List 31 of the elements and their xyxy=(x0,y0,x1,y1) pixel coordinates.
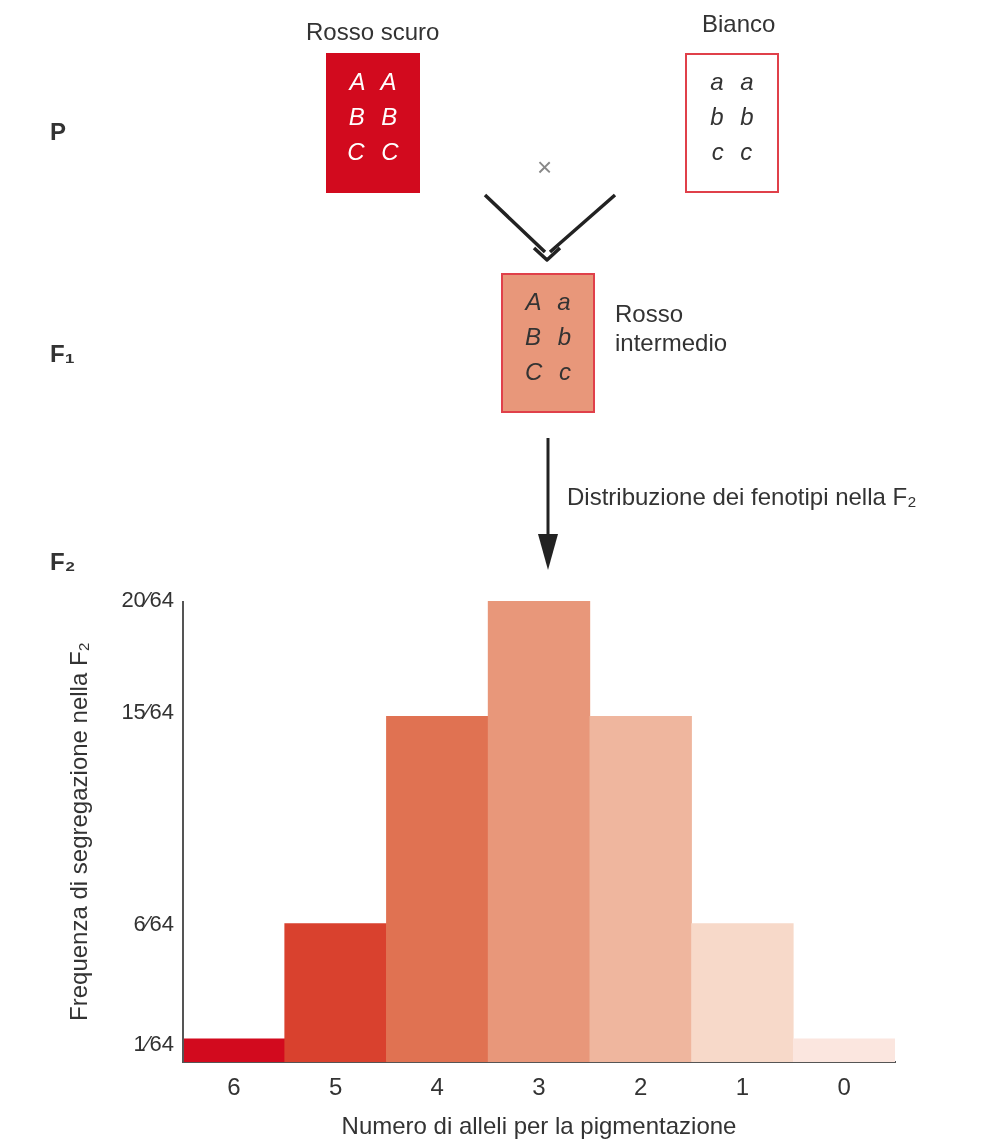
text: A A B B C C xyxy=(326,53,420,193)
text: A a B b C c xyxy=(501,273,595,413)
x-axis-title: Numero di alleli per la pigmentazione xyxy=(341,1112,737,1140)
bar xyxy=(487,601,591,1062)
text: Distribuzione dei fenotipi nella F₂ xyxy=(567,483,917,512)
bar xyxy=(691,923,794,1062)
text: × xyxy=(537,152,553,184)
x-tick-label: 1 xyxy=(735,1073,750,1101)
x-tick-label: 4 xyxy=(430,1073,444,1101)
text: a a b b c c xyxy=(685,53,779,193)
text: P xyxy=(50,118,67,147)
bar xyxy=(284,923,387,1062)
bar xyxy=(792,1038,895,1062)
x-tick-label: 3 xyxy=(532,1073,546,1101)
bar xyxy=(386,715,489,1062)
text: 6⁄64 xyxy=(133,911,174,938)
text: Rosso scuro xyxy=(306,18,440,47)
text: 20⁄64 xyxy=(121,587,174,614)
text: F₁ xyxy=(50,340,75,369)
text: F₂ xyxy=(50,548,76,577)
x-tick-label: 6 xyxy=(227,1073,241,1101)
text: 1⁄64 xyxy=(133,1031,174,1058)
bar xyxy=(183,1038,286,1062)
text: 15⁄64 xyxy=(121,699,174,726)
bar xyxy=(589,715,692,1062)
text: Bianco xyxy=(702,10,776,39)
x-tick-label: 0 xyxy=(837,1073,851,1101)
x-tick-label: 2 xyxy=(634,1073,648,1101)
x-tick-label: 5 xyxy=(328,1073,343,1101)
text: Rosso intermedio xyxy=(615,300,728,358)
y-axis-title: Frequenza di segregazione nella F₂ xyxy=(64,642,92,1021)
